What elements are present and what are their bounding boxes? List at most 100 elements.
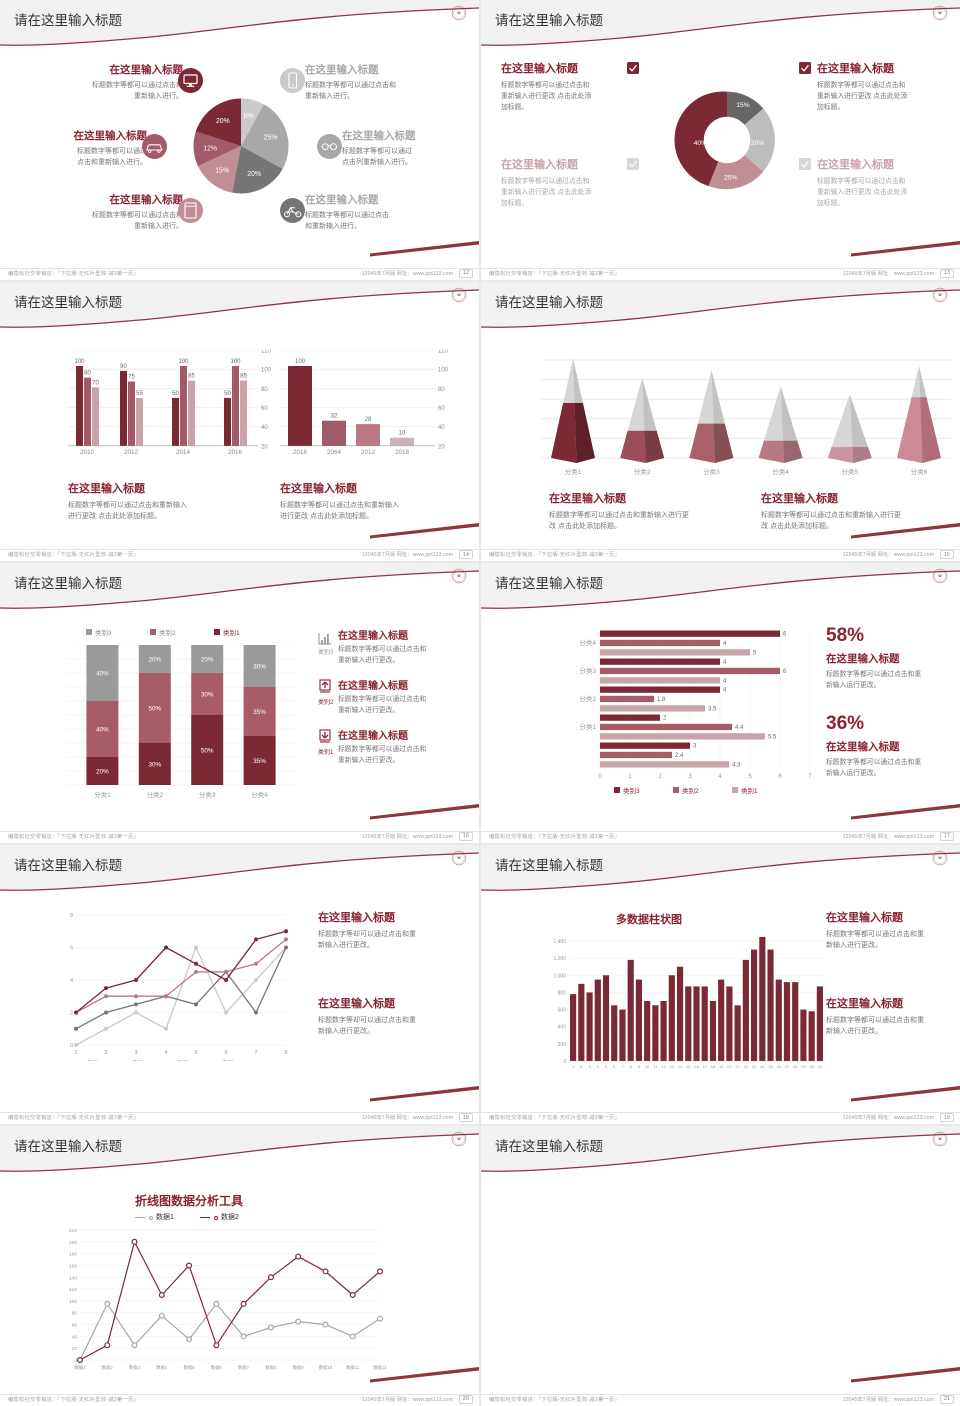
svg-text:6: 6 bbox=[783, 669, 787, 675]
svg-text:4.4: 4.4 bbox=[735, 725, 744, 731]
svg-text:1: 1 bbox=[74, 1050, 77, 1056]
svg-text:7: 7 bbox=[254, 1050, 257, 1056]
svg-text:24: 24 bbox=[760, 1064, 765, 1069]
svg-text:28: 28 bbox=[793, 1064, 798, 1069]
svg-text:100: 100 bbox=[295, 359, 306, 365]
svg-text:5: 5 bbox=[605, 1064, 608, 1069]
svg-text:2014: 2014 bbox=[176, 449, 191, 456]
svg-text:分类1: 分类1 bbox=[94, 790, 111, 799]
svg-text:70: 70 bbox=[92, 380, 99, 386]
svg-text:12: 12 bbox=[661, 1064, 666, 1069]
svg-text:8: 8 bbox=[70, 913, 73, 919]
svg-text:2018: 2018 bbox=[395, 449, 410, 456]
svg-text:分类2: 分类2 bbox=[146, 790, 163, 799]
svg-text:6: 6 bbox=[70, 945, 73, 951]
svg-text:200: 200 bbox=[558, 1042, 567, 1048]
svg-text:3: 3 bbox=[688, 774, 692, 780]
svg-text:40: 40 bbox=[438, 425, 445, 431]
svg-text:30%: 30% bbox=[148, 762, 161, 769]
svg-text:80: 80 bbox=[438, 386, 445, 392]
svg-text:27: 27 bbox=[785, 1064, 790, 1069]
svg-text:6: 6 bbox=[778, 774, 782, 780]
svg-text:20: 20 bbox=[438, 444, 445, 450]
svg-text:60: 60 bbox=[438, 406, 445, 412]
svg-text:W: W bbox=[457, 1138, 461, 1142]
svg-text:4: 4 bbox=[723, 678, 727, 684]
svg-text:40%: 40% bbox=[694, 140, 708, 147]
svg-text:W: W bbox=[938, 293, 942, 297]
svg-text:0: 0 bbox=[563, 1059, 566, 1065]
svg-text:40: 40 bbox=[72, 1335, 78, 1341]
svg-text:12%: 12% bbox=[203, 145, 217, 152]
svg-text:25: 25 bbox=[768, 1064, 773, 1069]
svg-text:100: 100 bbox=[261, 367, 272, 373]
svg-text:20%: 20% bbox=[201, 657, 214, 664]
svg-text:200: 200 bbox=[69, 1240, 77, 1246]
svg-text:系列4: 系列4 bbox=[222, 1059, 238, 1061]
svg-text:数据2: 数据2 bbox=[102, 1364, 114, 1371]
svg-text:19: 19 bbox=[719, 1064, 724, 1069]
svg-text:15: 15 bbox=[686, 1064, 691, 1069]
svg-text:2.4: 2.4 bbox=[675, 753, 684, 759]
svg-text:3: 3 bbox=[588, 1064, 591, 1069]
svg-text:26: 26 bbox=[777, 1064, 782, 1069]
svg-text:32: 32 bbox=[331, 413, 338, 419]
svg-text:2: 2 bbox=[663, 716, 667, 722]
svg-text:35%: 35% bbox=[253, 709, 266, 716]
svg-text:8: 8 bbox=[284, 1050, 287, 1056]
svg-text:20%: 20% bbox=[216, 118, 230, 125]
svg-text:数据10: 数据10 bbox=[319, 1364, 333, 1371]
svg-text:60: 60 bbox=[261, 406, 268, 412]
svg-text:90: 90 bbox=[120, 363, 127, 369]
svg-text:数据3: 数据3 bbox=[129, 1364, 141, 1371]
svg-text:100: 100 bbox=[230, 359, 241, 365]
svg-text:220: 220 bbox=[69, 1228, 77, 1234]
svg-text:系列3: 系列3 bbox=[177, 1059, 192, 1061]
svg-text:2012: 2012 bbox=[124, 449, 139, 456]
svg-text:29: 29 bbox=[801, 1064, 806, 1069]
svg-text:5.5: 5.5 bbox=[768, 734, 777, 740]
svg-text:数据9: 数据9 bbox=[293, 1364, 305, 1371]
svg-text:W: W bbox=[938, 856, 942, 860]
svg-text:6: 6 bbox=[613, 1064, 616, 1069]
svg-text:分类3: 分类3 bbox=[703, 467, 720, 476]
svg-text:1,200: 1,200 bbox=[553, 956, 566, 962]
svg-text:20: 20 bbox=[727, 1064, 732, 1069]
svg-text:4: 4 bbox=[723, 688, 727, 694]
svg-text:10: 10 bbox=[645, 1064, 650, 1069]
svg-text:分类1: 分类1 bbox=[579, 722, 596, 731]
svg-text:16: 16 bbox=[694, 1064, 699, 1069]
svg-text:25%: 25% bbox=[724, 175, 738, 182]
svg-text:85: 85 bbox=[188, 373, 195, 379]
svg-text:5: 5 bbox=[753, 650, 757, 656]
svg-text:55: 55 bbox=[136, 391, 143, 397]
svg-text:4: 4 bbox=[723, 641, 727, 647]
svg-text:7: 7 bbox=[808, 774, 812, 780]
svg-text:分类3: 分类3 bbox=[199, 790, 216, 799]
svg-text:2012: 2012 bbox=[361, 449, 376, 456]
svg-text:3: 3 bbox=[134, 1050, 137, 1056]
svg-text:20: 20 bbox=[72, 1347, 78, 1353]
svg-text:20%: 20% bbox=[751, 140, 765, 147]
svg-text:数据5: 数据5 bbox=[184, 1364, 196, 1371]
svg-text:数据4: 数据4 bbox=[156, 1364, 168, 1371]
svg-text:0: 0 bbox=[70, 1043, 73, 1049]
svg-text:20: 20 bbox=[261, 444, 268, 450]
svg-text:W: W bbox=[457, 293, 461, 297]
svg-text:4: 4 bbox=[164, 1050, 167, 1056]
svg-text:120: 120 bbox=[69, 1287, 77, 1293]
svg-text:2: 2 bbox=[658, 774, 662, 780]
svg-text:11: 11 bbox=[653, 1064, 658, 1069]
svg-text:数据8: 数据8 bbox=[265, 1364, 277, 1371]
svg-text:18: 18 bbox=[711, 1064, 716, 1069]
svg-text:8: 8 bbox=[630, 1064, 633, 1069]
svg-text:85: 85 bbox=[240, 373, 247, 379]
svg-text:分类4: 分类4 bbox=[579, 638, 596, 647]
svg-text:80: 80 bbox=[261, 386, 268, 392]
svg-text:分类1: 分类1 bbox=[565, 467, 582, 476]
svg-text:80: 80 bbox=[84, 370, 91, 376]
svg-text:5: 5 bbox=[748, 774, 752, 780]
svg-text:30%: 30% bbox=[201, 692, 214, 699]
svg-text:0: 0 bbox=[74, 1358, 77, 1364]
svg-text:分类2: 分类2 bbox=[579, 694, 596, 703]
